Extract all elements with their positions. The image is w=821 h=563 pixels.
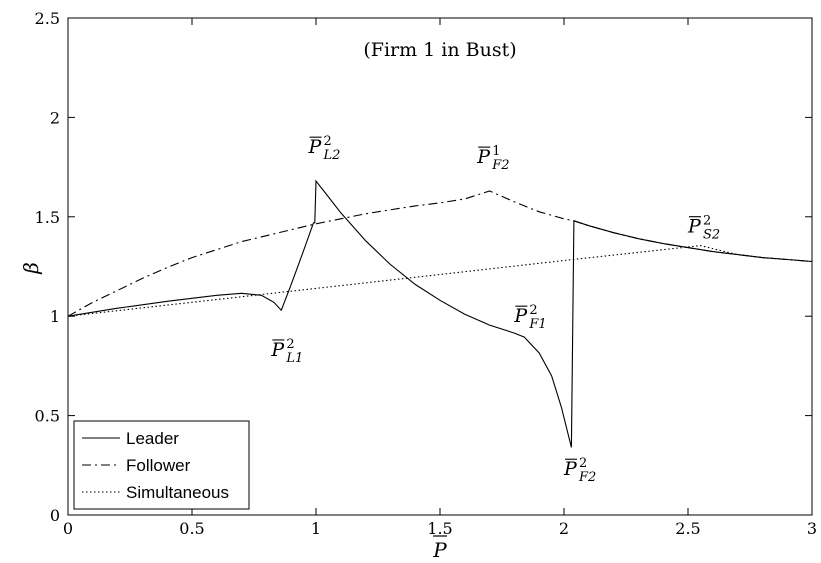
y-tick-label: 2 <box>50 108 60 127</box>
annotation-f2-1: P 1F2 <box>476 144 509 173</box>
annotation-f2-2: P 2F2 <box>563 456 596 485</box>
annotation-base: P <box>308 136 323 158</box>
x-tick-label: 2 <box>559 519 569 538</box>
series-line-simultaneous <box>67 245 813 317</box>
annotation-superscript: 2 <box>703 214 711 229</box>
x-tick-label: 3 <box>807 519 817 538</box>
legend-label-simultaneous: Simultaneous <box>126 483 229 502</box>
x-axis-ticks: 0 0.5 1 1.5 2 2.5 3 <box>63 18 817 538</box>
y-tick-label: 0.5 <box>35 407 60 426</box>
annotation-subscript: S2 <box>703 228 720 243</box>
annotation-superscript: 2 <box>579 456 587 471</box>
annotation-superscript: 1 <box>492 144 500 159</box>
chart-subtitle: (Firm 1 in Bust) <box>363 39 516 61</box>
annotation-l2-2: P 2L2 <box>308 134 341 163</box>
series-line-follower <box>67 190 813 317</box>
legend: Leader Follower Simultaneous <box>73 420 250 510</box>
annotation-subscript: F2 <box>578 470 596 485</box>
annotation-f1-2: P 2F1 <box>513 303 546 332</box>
plot-marks <box>67 179 813 448</box>
y-tick-label: 0 <box>50 506 60 525</box>
annotation-subscript: L1 <box>285 351 303 366</box>
annotation-subscript: L2 <box>323 148 341 163</box>
annotation-superscript: 2 <box>286 337 294 352</box>
y-axis-ticks: 0 0.5 1 1.5 2 2.5 <box>35 9 812 525</box>
x-tick-label: 0 <box>63 519 73 538</box>
series-line-leader <box>67 179 813 448</box>
annotation-base: P <box>270 339 285 361</box>
legend-label-follower: Follower <box>126 456 191 475</box>
annotation-subscript: F2 <box>491 158 509 173</box>
x-tick-label: 2.5 <box>675 519 700 538</box>
annotation-base: P <box>563 458 578 480</box>
annotation-subscript: F1 <box>528 317 546 332</box>
legend-label-leader: Leader <box>126 429 179 448</box>
annotation-l1-2: P 2L1 <box>270 337 303 366</box>
x-tick-label: 0.5 <box>179 519 204 538</box>
y-axis-label: β <box>19 262 43 275</box>
x-tick-label: 1.5 <box>427 519 452 538</box>
annotation-superscript: 2 <box>324 134 332 149</box>
x-tick-label: 1 <box>311 519 321 538</box>
annotation-s2-2: P 2S2 <box>687 214 720 243</box>
y-tick-label: 2.5 <box>35 9 60 28</box>
annotation-base: P <box>513 305 528 327</box>
annotation-base: P <box>476 146 491 168</box>
annotation-superscript: 2 <box>529 303 537 318</box>
y-tick-label: 1.5 <box>35 208 60 227</box>
annotation-base: P <box>687 216 702 238</box>
y-tick-label: 1 <box>50 307 60 326</box>
x-axis-label: P <box>432 538 447 562</box>
